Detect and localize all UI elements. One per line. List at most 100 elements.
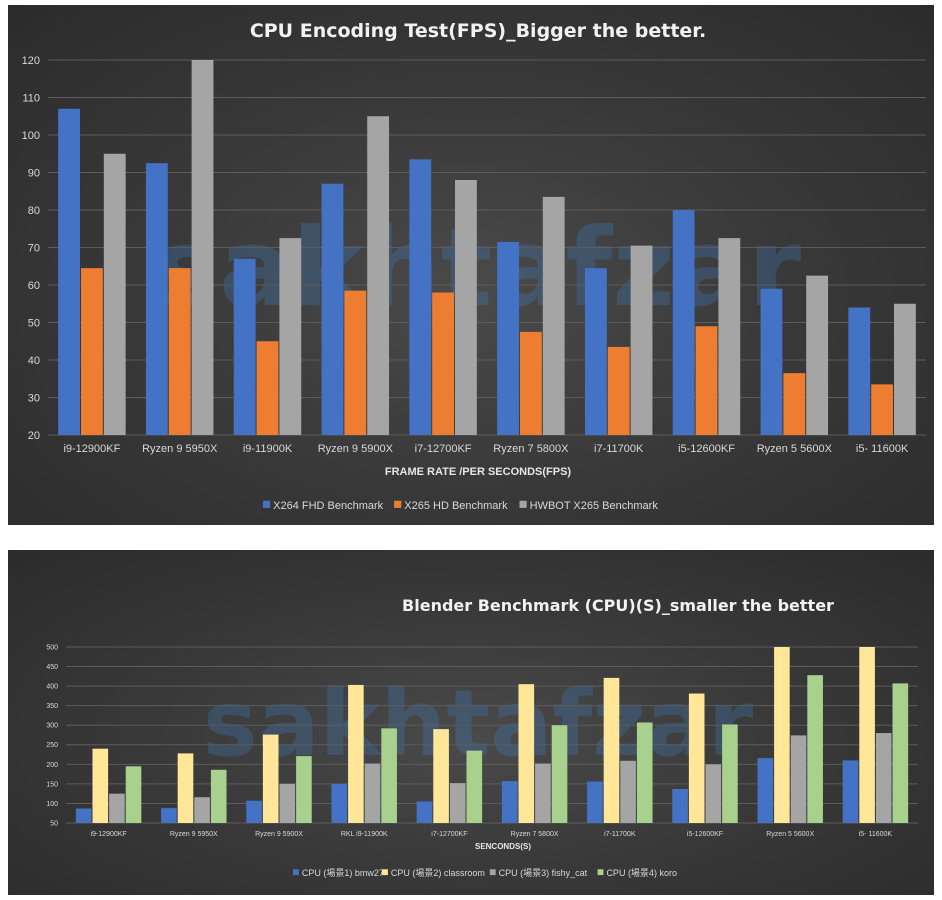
legend-label: X265 HD Benchmark xyxy=(404,500,508,512)
x-tick-label: Ryzen 7 5800X xyxy=(493,443,569,455)
bar-3 xyxy=(790,735,807,823)
bar-4 xyxy=(892,683,909,823)
legend-swatch xyxy=(293,869,299,876)
x-tick-label: i7-12700KF xyxy=(415,443,472,455)
bar-2 xyxy=(80,268,103,435)
y-tick-label: 100 xyxy=(46,801,58,808)
bar-1 xyxy=(760,288,783,435)
bars xyxy=(75,647,909,823)
bar-1 xyxy=(842,760,859,823)
x-tick-label: RKL i9-11900K xyxy=(341,831,388,838)
bar-3 xyxy=(191,60,214,435)
bar-2 xyxy=(519,331,542,435)
bar-1 xyxy=(409,159,432,435)
y-tick-label: 500 xyxy=(46,644,58,651)
legend-label: X264 FHD Benchmark xyxy=(273,500,384,512)
chart-title: CPU Encoding Test(FPS)_Bigger the better… xyxy=(250,20,706,42)
x-tick-label: i5- 11600K xyxy=(859,831,893,838)
blender-chart-panel: sakhtafzar Blender Benchmark (CPU)(S)_sm… xyxy=(8,550,934,895)
legend-swatch xyxy=(382,869,388,876)
x-tick-label: Ryzen 9 5950X xyxy=(170,831,218,838)
y-tick-label: 50 xyxy=(50,820,58,827)
bar-3 xyxy=(109,793,125,823)
y-tick-label: 80 xyxy=(28,205,40,217)
bar-4 xyxy=(807,675,823,823)
bar-2 xyxy=(344,290,367,435)
bar-4 xyxy=(381,728,397,823)
bar-1 xyxy=(233,258,256,435)
y-tick-label: 50 xyxy=(28,317,40,329)
bar-4 xyxy=(551,725,568,823)
bar-3 xyxy=(620,760,636,823)
bar-2 xyxy=(603,677,620,823)
bar-1 xyxy=(145,163,168,435)
x-tick-label: Ryzen 5 5600X xyxy=(757,443,833,455)
y-tick-label: 110 xyxy=(22,92,40,104)
bar-2 xyxy=(168,268,191,435)
legend-label: HWBOT X265 Benchmark xyxy=(530,500,659,512)
x-tick-labels: i9-12900KF Ryzen 9 5950X Ryzen 9 5900X RKL … xyxy=(90,831,892,838)
legend: CPU (場景1) bmw27 CPU (場景2) classroom CPU (場… xyxy=(293,867,677,878)
legend-swatch xyxy=(263,500,271,508)
y-tick-label: 400 xyxy=(46,684,58,691)
x-tick-label: i7-11700K xyxy=(594,443,644,455)
x-tick-label: Ryzen 9 5900X xyxy=(255,831,303,838)
bar-2 xyxy=(256,341,279,435)
bars xyxy=(58,60,916,435)
bar-4 xyxy=(722,724,738,823)
bar-4 xyxy=(296,756,312,823)
x-axis-label: FRAME RATE /PER SECONDS(FPS) xyxy=(385,466,572,478)
x-tick-label: i5- 11600K xyxy=(856,443,909,455)
bar-3 xyxy=(279,238,302,435)
legend-swatch xyxy=(394,500,402,508)
bar-4 xyxy=(210,769,227,823)
y-tick-label: 60 xyxy=(28,280,40,292)
y-tick-label: 350 xyxy=(46,703,58,710)
x-tick-label: Ryzen 9 5950X xyxy=(142,443,218,455)
bar-3 xyxy=(542,196,565,435)
legend-swatch xyxy=(597,869,604,876)
bar-1 xyxy=(416,801,433,823)
bar-3 xyxy=(279,783,296,823)
fps-chart: sakhtafzar CPU Encoding Test(FPS)_Bigger… xyxy=(22,20,926,512)
bar-3 xyxy=(194,797,210,823)
bar-2 xyxy=(774,647,790,823)
legend-label: CPU (場景1) bmw27 xyxy=(302,867,384,878)
y-tick-label: 200 xyxy=(46,762,58,769)
x-tick-label: Ryzen 5 5600X xyxy=(766,831,814,838)
bar-3 xyxy=(894,303,916,435)
bar-2 xyxy=(92,748,109,823)
bar-1 xyxy=(58,108,80,435)
bar-1 xyxy=(672,788,688,823)
y-tick-label: 70 xyxy=(28,242,40,254)
y-tick-label: 450 xyxy=(46,664,58,671)
y-tick-label: 100 xyxy=(22,130,40,142)
x-tick-label: i9-12900KF xyxy=(63,443,120,455)
bar-4 xyxy=(466,750,483,823)
bar-2 xyxy=(518,684,535,823)
bar-3 xyxy=(875,733,892,823)
bar-1 xyxy=(246,800,262,823)
bar-2 xyxy=(783,373,806,435)
bar-3 xyxy=(367,116,390,435)
x-tick-label: Ryzen 9 5900X xyxy=(318,443,394,455)
bar-2 xyxy=(871,384,894,435)
bar-1 xyxy=(501,781,518,823)
x-tick-label: Ryzen 7 5800X xyxy=(511,831,559,838)
bar-1 xyxy=(331,783,348,823)
y-tick-label: 250 xyxy=(46,742,58,749)
bar-1 xyxy=(321,183,344,435)
y-tick-label: 300 xyxy=(46,723,58,730)
x-tick-label: i5-12600KF xyxy=(687,831,723,838)
bar-1 xyxy=(75,808,92,823)
legend-label: CPU (場景4) koro xyxy=(606,867,677,878)
bar-3 xyxy=(806,275,829,435)
bar-1 xyxy=(672,210,695,435)
y-tick-label: 30 xyxy=(28,392,40,404)
x-tick-labels: i9-12900KF Ryzen 9 5950X i9-11900K Ryzen 9 … xyxy=(63,443,908,455)
bar-3 xyxy=(455,180,477,435)
fps-chart-panel: sakhtafzar CPU Encoding Test(FPS)_Bigger… xyxy=(8,5,934,525)
y-tick-label: 120 xyxy=(22,55,40,67)
bar-2 xyxy=(348,684,364,823)
legend: X264 FHD Benchmark X265 HD Benchmark HWBOT… xyxy=(263,500,658,512)
